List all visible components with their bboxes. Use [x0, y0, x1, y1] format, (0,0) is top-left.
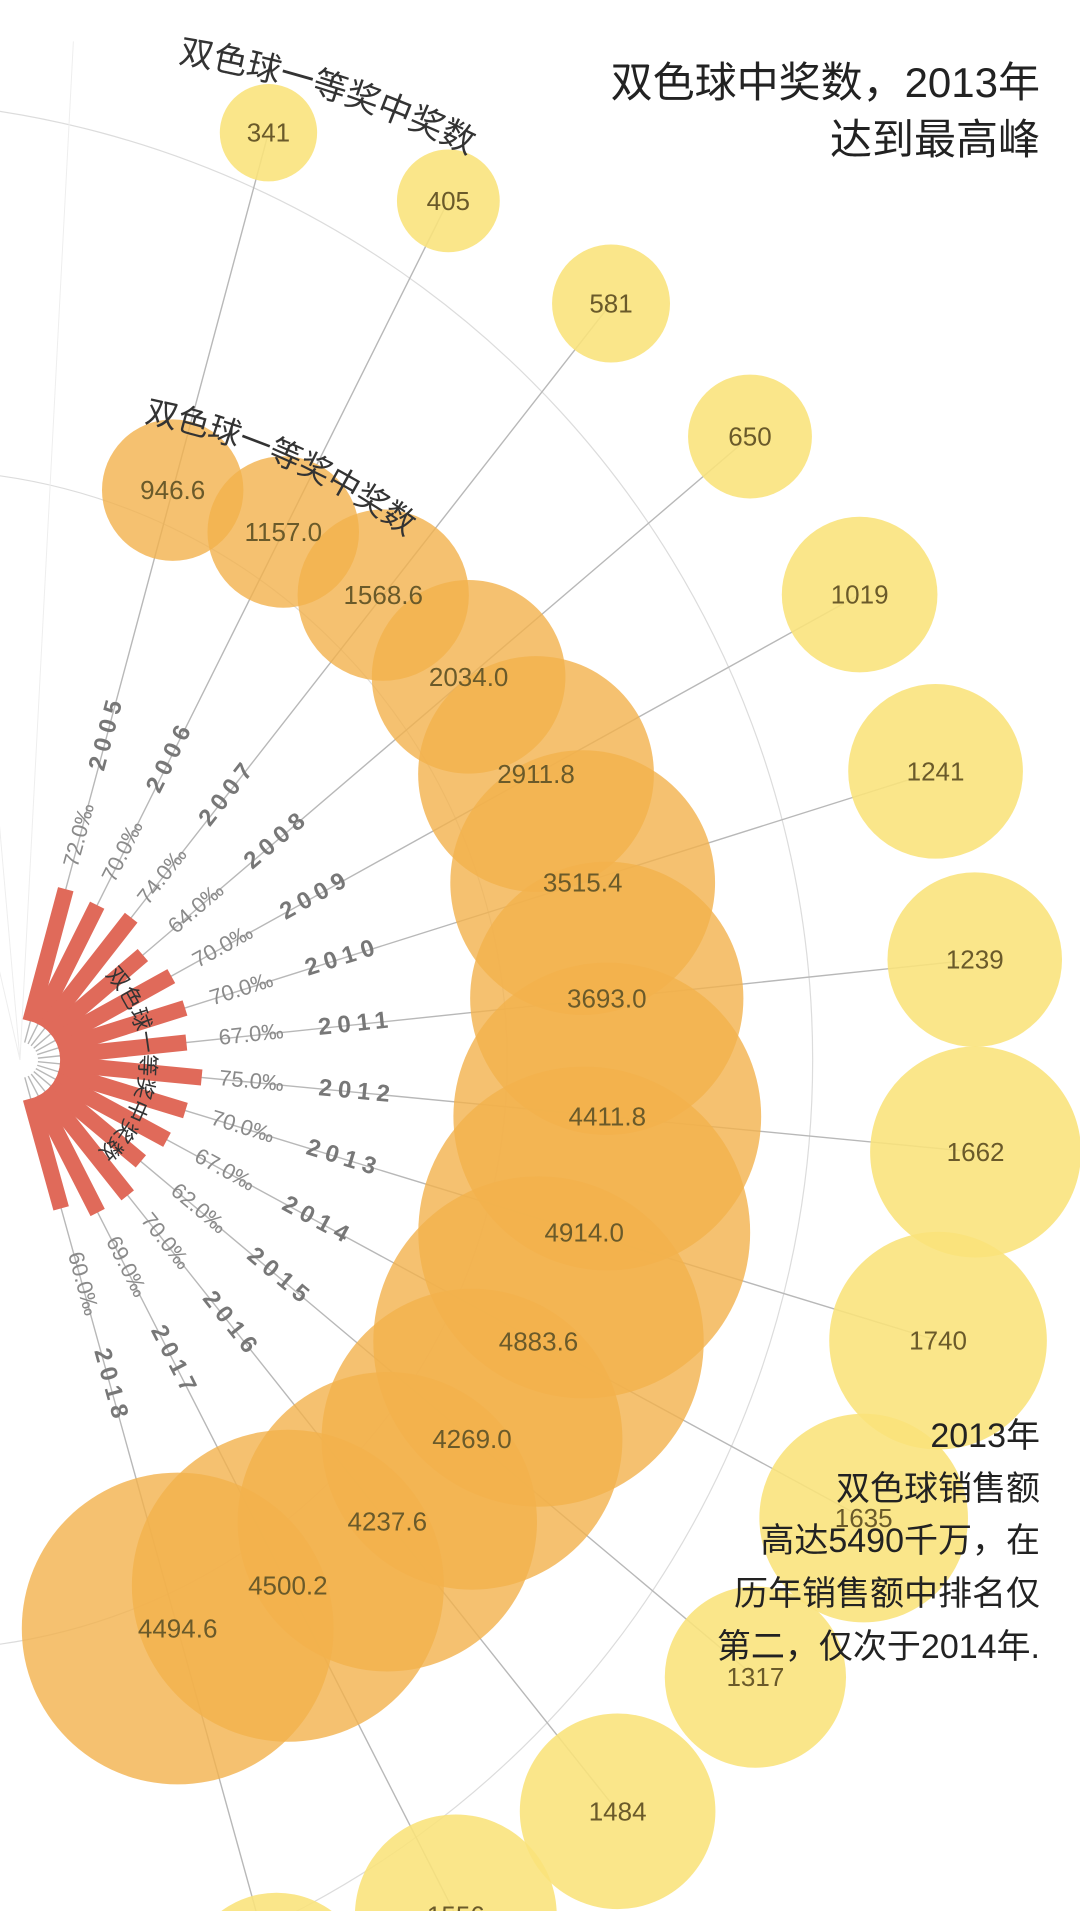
inner-bubble-label: 2911.8 — [497, 759, 575, 789]
outer-bubble-label: 1241 — [907, 756, 965, 786]
outer-bubble-label: 1740 — [909, 1326, 967, 1356]
inner-bubble-label: 4883.6 — [499, 1327, 579, 1357]
year-label: 2005 — [83, 692, 129, 774]
pct-label: 70.0‰ — [188, 919, 257, 972]
pct-label: 60.0‰ — [63, 1249, 104, 1318]
bg-spoke — [0, 44, 20, 1060]
title-line-2: 达到最高峰 — [611, 112, 1040, 169]
inner-bubble-label: 1568.6 — [343, 580, 423, 610]
inner-bubble-label: 3693.0 — [567, 983, 647, 1013]
inner-bubble-label: 4494.6 — [138, 1614, 218, 1644]
outer-bubble-label: 341 — [247, 118, 290, 148]
year-label: 2007 — [193, 754, 262, 832]
pct-bars — [30, 889, 201, 1212]
year-label: 2008 — [239, 804, 315, 875]
outer-bubble-label: 1556 — [427, 1900, 485, 1911]
caption-line: 第二，仅次于2014年. — [717, 1621, 1040, 1674]
caption-line: 高达5490千万，在 — [717, 1515, 1040, 1568]
inner-bubble-label: 4237.6 — [348, 1507, 428, 1537]
year-label: 2017 — [145, 1321, 204, 1402]
inner-bubble-label: 3515.4 — [543, 868, 623, 898]
pct-label: 75.0‰ — [218, 1065, 285, 1096]
year-label: 2006 — [141, 716, 200, 797]
caption-line: 双色球销售额 — [717, 1463, 1040, 1516]
pct-label: 67.0‰ — [191, 1143, 260, 1196]
inner-bubble-label: 4914.0 — [544, 1217, 624, 1247]
pct-label: 72.0‰ — [58, 801, 99, 870]
chart-title: 双色球中奖数，2013年 达到最高峰 — [611, 55, 1040, 168]
inner-bubble-label: 1157.0 — [244, 517, 322, 547]
inner-bubble-label: 4500.2 — [248, 1571, 328, 1601]
chart-caption: 2013年双色球销售额高达5490千万，在历年销售额中排名仅第二，仅次于2014… — [717, 1410, 1040, 1673]
pct-label: 70.0‰ — [208, 1105, 277, 1148]
outer-bubble-label: 1484 — [589, 1796, 647, 1826]
inner-bubble-label: 4411.8 — [568, 1102, 646, 1132]
year-label: 2009 — [275, 864, 356, 925]
year-label: 2011 — [317, 1006, 395, 1041]
inner-bubble-label: 4269.0 — [432, 1424, 512, 1454]
outer-bubble-label: 405 — [427, 186, 470, 216]
pct-label: 70.0‰ — [206, 967, 275, 1010]
year-label: 2012 — [317, 1074, 397, 1108]
title-line-1: 双色球中奖数，2013年 — [611, 55, 1040, 112]
pct-label: 64.0‰ — [163, 877, 229, 938]
inner-bubble-label: 2034.0 — [429, 662, 509, 692]
pct-label: 62.0‰ — [166, 1178, 232, 1239]
pct-label: 69.0‰ — [101, 1232, 153, 1301]
pct-label: 70.0‰ — [136, 1208, 196, 1274]
caption-line: 历年销售额中排名仅 — [717, 1568, 1040, 1621]
outer-bubble-label: 1662 — [947, 1137, 1005, 1167]
outer-bubble-label: 581 — [589, 289, 632, 319]
year-label: 2016 — [197, 1286, 266, 1363]
outer-bubble — [184, 1893, 369, 1911]
pct-label: 74.0‰ — [132, 843, 192, 909]
inner-bubble-label: 946.6 — [140, 475, 205, 505]
year-label: 2014 — [278, 1190, 359, 1251]
outer-bubble-label: 1239 — [946, 945, 1004, 975]
outer-bubble-label: 650 — [728, 422, 771, 452]
caption-line: 2013年 — [717, 1410, 1040, 1463]
bg-spoke — [0, 66, 20, 1060]
year-label: 2015 — [242, 1242, 319, 1312]
chart-stage: 72.0‰ 2005 946.6 341 70.0‰ 2006 1157.0 405 74.0‰… — [0, 0, 1080, 1911]
pct-label: 70.0‰ — [97, 817, 148, 886]
outer-bubble-label: 1019 — [831, 580, 889, 610]
year-label: 2018 — [88, 1345, 135, 1427]
pct-label: 67.0‰ — [217, 1018, 284, 1050]
year-label: 2010 — [302, 933, 384, 982]
year-label: 2013 — [303, 1134, 385, 1182]
